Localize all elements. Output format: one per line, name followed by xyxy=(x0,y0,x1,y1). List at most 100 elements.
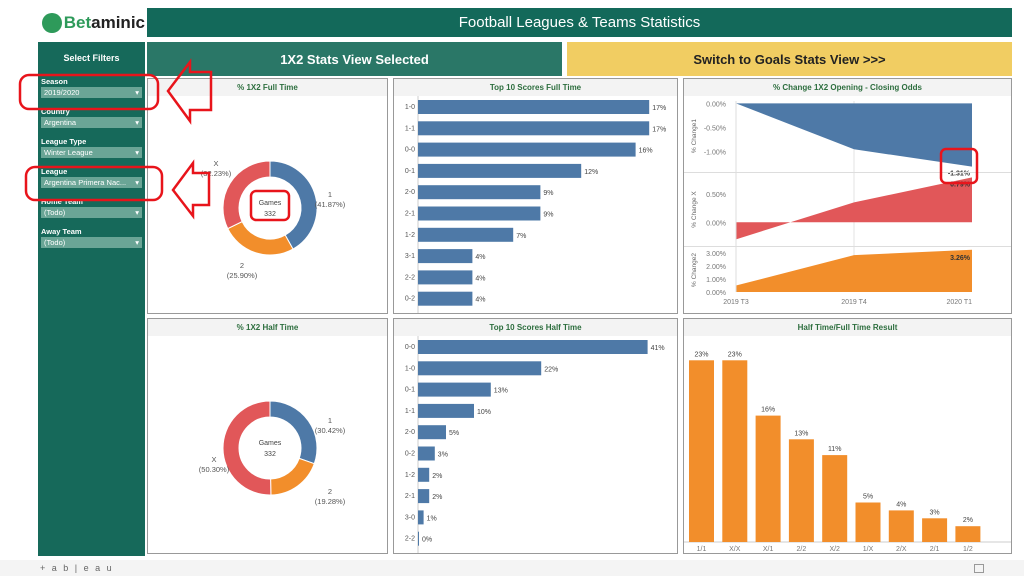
x-tick-label: 2019 T4 xyxy=(841,299,867,306)
slice-label: X xyxy=(211,455,216,464)
bar-2/2 xyxy=(788,439,814,542)
category-label: 3-1 xyxy=(405,253,415,260)
center-value: 332 xyxy=(264,451,276,458)
data-label: 9% xyxy=(543,212,553,219)
filter-value: (Todo) xyxy=(44,208,66,217)
pie-slice-1 xyxy=(269,400,318,465)
category-label: 1-1 xyxy=(405,408,415,415)
switch-goals-view-button[interactable]: Switch to Goals Stats View >>> xyxy=(567,42,1012,76)
filter-label: League Type xyxy=(41,137,87,146)
filter-dropdown[interactable]: (Todo) ▾ xyxy=(41,207,142,218)
data-label: 1% xyxy=(427,515,437,522)
bar-1/X xyxy=(855,502,881,542)
bar-2-0 xyxy=(418,185,541,200)
odds-change-chart: 0.00% -0.50% -1.00% % Change1 -1.31% 0.50% 0.0… xyxy=(684,101,1011,306)
data-label: 41% xyxy=(651,345,665,352)
bar-1-1 xyxy=(418,403,474,418)
filter-home-team: Home Team (Todo) ▾ xyxy=(41,197,142,218)
category-label: 1/X xyxy=(863,546,874,553)
bar-0-1 xyxy=(418,163,582,178)
filter-label: Away Team xyxy=(41,227,82,236)
bar-X/2 xyxy=(822,455,848,542)
slice-label: X xyxy=(213,159,218,168)
y-axis-label: % Change X xyxy=(691,191,698,228)
y-tick-label: 2.00% xyxy=(706,264,726,271)
category-label: 0-0 xyxy=(405,344,415,351)
category-label: 0-2 xyxy=(405,296,415,303)
bar-1-0 xyxy=(418,361,542,376)
chevron-down-icon: ▾ xyxy=(135,178,139,187)
data-label: 2% xyxy=(432,473,442,480)
y-tick-label: -0.50% xyxy=(704,126,726,133)
filter-value: 2019/2020 xyxy=(44,88,80,97)
category-label: 2-2 xyxy=(405,274,415,281)
y-tick-label: 0.50% xyxy=(706,192,726,199)
slice-label: 2 xyxy=(328,487,332,496)
filter-value: Argentina Primera Nac... xyxy=(44,178,127,187)
category-label: 0-2 xyxy=(405,451,415,458)
panel-ft-pie: % 1X2 Full Time 1 (41.87%) 2 (25.90%) X (32.23… xyxy=(147,78,388,314)
slice-percent: (50.30%) xyxy=(199,465,230,474)
filter-season: Season 2019/2020 ▾ xyxy=(41,77,142,98)
bar-0-2 xyxy=(418,291,473,306)
data-label: 13% xyxy=(494,388,508,395)
category-label: 1-2 xyxy=(405,232,415,239)
y-tick-label: 0.00% xyxy=(706,220,726,227)
data-label: 17% xyxy=(652,126,666,133)
panel-ht-scores: Top 10 Scores Half Time 0-0 41% 1-0 22% 0-1 13… xyxy=(393,318,678,554)
panel-title: Half Time/Full Time Result xyxy=(684,319,1011,336)
tableau-logo: + a b | e a u xyxy=(40,563,114,573)
filter-league-type: League Type Winter League ▾ xyxy=(41,137,142,158)
ht-scores-chart: 0-0 41% 1-0 22% 0-1 13% 1-1 10% 2-0 5% 0-2 3% 1-2 2% 2… xyxy=(405,336,665,553)
bar-1/1 xyxy=(689,360,714,542)
category-label: X/1 xyxy=(763,546,774,553)
bar-0-0 xyxy=(418,142,636,157)
category-label: 3-0 xyxy=(405,514,415,521)
bar-0-0 xyxy=(418,340,648,354)
panel-title: Top 10 Scores Full Time xyxy=(394,79,677,96)
data-label: 0% xyxy=(422,537,432,544)
data-label: 2% xyxy=(432,494,442,501)
slice-percent: (25.90%) xyxy=(227,271,258,280)
chevron-down-icon: ▾ xyxy=(135,208,139,217)
category-label: 2-1 xyxy=(405,493,415,500)
data-label: 7% xyxy=(516,233,526,240)
betaminic-logo: Betaminic xyxy=(38,8,145,38)
pie-slice-2 xyxy=(270,457,315,496)
chevron-down-icon: ▾ xyxy=(135,88,139,97)
bar-2-0 xyxy=(418,425,446,440)
filter-dropdown[interactable]: (Todo) ▾ xyxy=(41,237,142,248)
center-label: Games xyxy=(259,440,282,447)
y-tick-label: 3.00% xyxy=(706,251,726,258)
end-value-label: 0.79% xyxy=(950,181,971,188)
bar-0-1 xyxy=(418,382,491,397)
data-label: 23% xyxy=(728,351,742,358)
data-label: 13% xyxy=(794,430,808,437)
bar-2-2 xyxy=(418,531,419,546)
bar-2/X xyxy=(888,510,914,542)
area-1 xyxy=(736,177,972,240)
y-tick-label: 0.00% xyxy=(706,101,726,108)
bar-2-1 xyxy=(418,489,430,504)
htft-chart: 23% 1/1 23% X/X 16% X/1 13% 2/2 11% X/2 5% 1/X 4% 2/X… xyxy=(684,351,1011,553)
filter-dropdown[interactable]: Argentina ▾ xyxy=(41,117,142,128)
data-label: 5% xyxy=(449,430,459,437)
data-label: 23% xyxy=(694,351,708,358)
category-label: 2-0 xyxy=(405,189,415,196)
filter-label: Country xyxy=(41,107,70,116)
category-label: 0-1 xyxy=(405,168,415,175)
area-0 xyxy=(736,103,972,167)
filter-dropdown[interactable]: Argentina Primera Nac... ▾ xyxy=(41,177,142,188)
bar-2/1 xyxy=(922,518,948,542)
area-2 xyxy=(736,249,972,292)
panel-ft-scores: Top 10 Scores Full Time 1-0 17% 1-1 17% 0-0 16… xyxy=(393,78,678,314)
bar-3-1 xyxy=(418,249,473,264)
data-label: 4% xyxy=(475,275,485,282)
filter-dropdown[interactable]: 2019/2020 ▾ xyxy=(41,87,142,98)
y-tick-label: -1.00% xyxy=(704,150,726,157)
1x2-stats-view-button[interactable]: 1X2 Stats View Selected xyxy=(147,42,562,76)
filter-dropdown[interactable]: Winter League ▾ xyxy=(41,147,142,158)
y-axis-label: % Change1 xyxy=(691,119,698,153)
slice-label: 1 xyxy=(328,190,332,199)
fullscreen-icon[interactable] xyxy=(974,563,984,573)
